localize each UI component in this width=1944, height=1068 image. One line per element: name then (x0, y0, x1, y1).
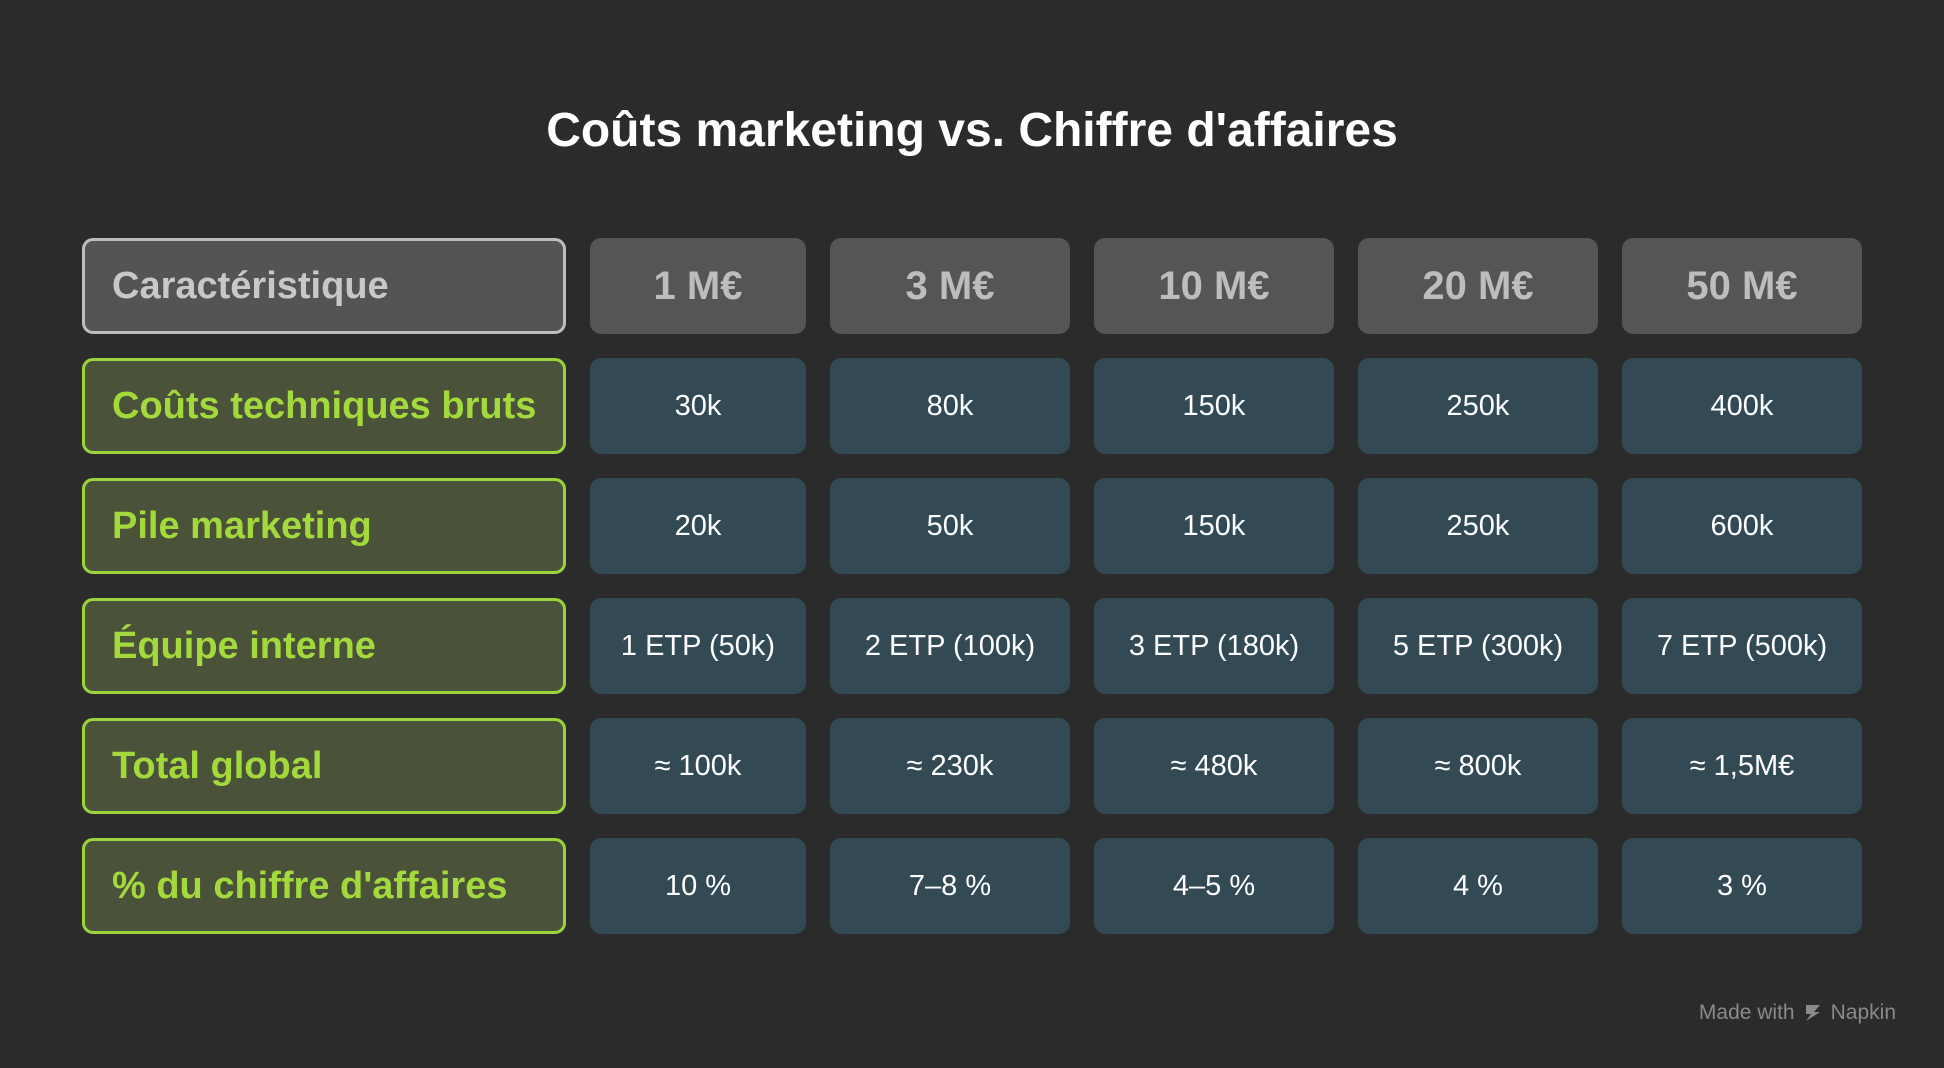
table-cell: 250k (1358, 478, 1598, 574)
column-header: 10 M€ (1094, 238, 1334, 334)
table-cell: ≈ 1,5M€ (1622, 718, 1862, 814)
table-cell: 20k (590, 478, 806, 574)
comparison-table: Caractéristique 1 M€ 3 M€ 10 M€ 20 M€ 50 M€ C… (82, 238, 1862, 934)
table-cell: 10 % (590, 838, 806, 934)
table-cell: 4–5 % (1094, 838, 1334, 934)
table-cell: 250k (1358, 358, 1598, 454)
table-cell: 3 ETP (180k) (1094, 598, 1334, 694)
column-header: 1 M€ (590, 238, 806, 334)
table-cell: 30k (590, 358, 806, 454)
table-cell: 150k (1094, 478, 1334, 574)
table-cell: 3 % (1622, 838, 1862, 934)
row-header: Total global (82, 718, 566, 814)
table-cell: 1 ETP (50k) (590, 598, 806, 694)
table-cell: 5 ETP (300k) (1358, 598, 1598, 694)
corner-header: Caractéristique (82, 238, 566, 334)
table-cell: 7 ETP (500k) (1622, 598, 1862, 694)
table-cell: ≈ 800k (1358, 718, 1598, 814)
row-header: Pile marketing (82, 478, 566, 574)
table-cell: ≈ 480k (1094, 718, 1334, 814)
column-header: 50 M€ (1622, 238, 1862, 334)
column-header: 20 M€ (1358, 238, 1598, 334)
table-cell: 50k (830, 478, 1070, 574)
table-cell: 600k (1622, 478, 1862, 574)
row-header: Équipe interne (82, 598, 566, 694)
made-with-label: Made with (1698, 1001, 1795, 1024)
brand-name: Napkin (1830, 1001, 1896, 1024)
branding: Made with Napkin (1699, 1001, 1896, 1025)
table-cell: 4 % (1358, 838, 1598, 934)
table-cell: 150k (1094, 358, 1334, 454)
table-cell: 7–8 % (830, 838, 1070, 934)
table-cell: 2 ETP (100k) (830, 598, 1070, 694)
chart-title: Coûts marketing vs. Chiffre d'affaires (546, 104, 1398, 157)
table-cell: 400k (1622, 358, 1862, 454)
row-header: Coûts techniques bruts (82, 358, 566, 454)
table-cell: 80k (830, 358, 1070, 454)
table-cell: ≈ 100k (590, 718, 806, 814)
table-cell: ≈ 230k (830, 718, 1070, 814)
napkin-logo-icon (1805, 1005, 1820, 1021)
row-header: % du chiffre d'affaires (82, 838, 566, 934)
column-header: 3 M€ (830, 238, 1070, 334)
